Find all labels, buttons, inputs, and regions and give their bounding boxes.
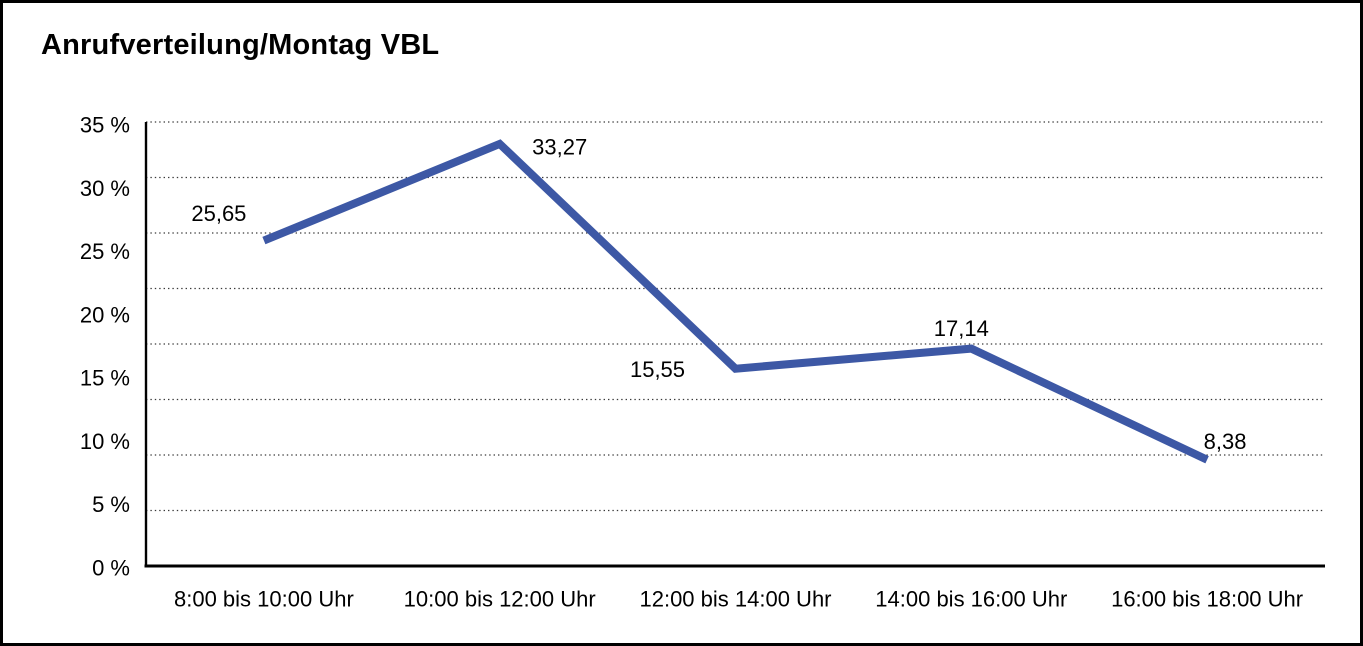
y-axis-tick-label: 20 % — [80, 302, 130, 327]
y-axis-tick-label: 5 % — [92, 492, 130, 517]
y-axis-tick-label: 35 % — [80, 113, 130, 138]
data-point-label: 8,38 — [1204, 429, 1247, 454]
y-axis-tick-label: 10 % — [80, 429, 130, 454]
y-axis-tick-label: 15 % — [80, 366, 130, 391]
y-axis-tick-label: 25 % — [80, 239, 130, 264]
x-axis-category-label: 14:00 bis 16:00 Uhr — [875, 587, 1067, 612]
y-axis-tick-label: 30 % — [80, 176, 130, 201]
data-point-label: 15,55 — [630, 357, 685, 382]
chart-title: Anrufverteilung/Montag VBL — [41, 29, 440, 61]
x-axis-category-label: 8:00 bis 10:00 Uhr — [174, 587, 354, 612]
series-line — [262, 139, 1209, 464]
data-point-label: 33,27 — [532, 134, 587, 159]
x-axis-category-label: 10:00 bis 12:00 Uhr — [404, 587, 596, 612]
line-chart: 35 % 30 % 25 % 20 % 15 % 10 % 5 % 0 % 8:00 bis 1… — [80, 113, 1325, 612]
y-axis-tick-label: 0 % — [92, 556, 130, 581]
data-point-label: 17,14 — [934, 316, 989, 341]
x-axis-category-label: 16:00 bis 18:00 Uhr — [1111, 587, 1303, 612]
data-point-label: 25,65 — [191, 201, 246, 226]
x-axis-category-label: 12:00 bis 14:00 Uhr — [639, 587, 831, 612]
